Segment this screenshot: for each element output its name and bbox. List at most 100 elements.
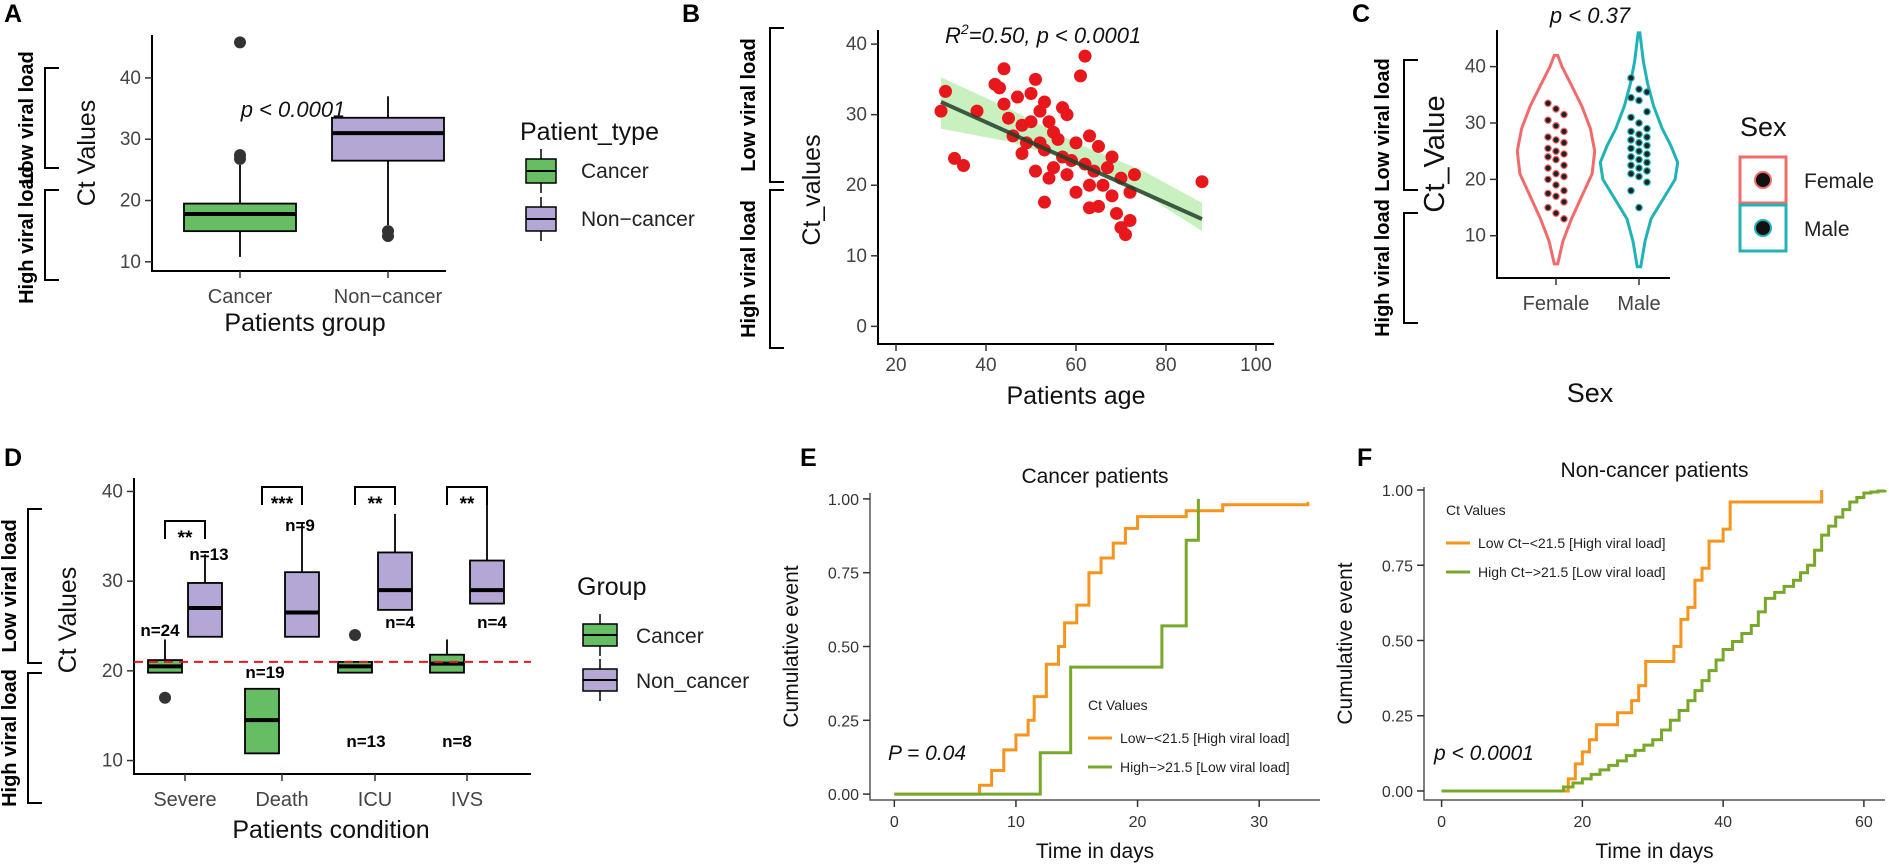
- panel-letter-c: C: [1352, 0, 1370, 28]
- panel-letter-e: E: [800, 444, 817, 472]
- violin-dot: [1635, 130, 1643, 139]
- low-viral-load-label: Low viral load: [16, 51, 38, 184]
- box-cancer: [147, 639, 183, 704]
- n-label-noncancer: n=13: [189, 545, 228, 564]
- box-cancer: [429, 639, 465, 674]
- x-tick-label: 0: [1437, 814, 1446, 831]
- violin-dot: [1643, 158, 1651, 167]
- y-tick-label: 0.50: [1382, 633, 1413, 650]
- low-viral-load-label: Low viral load: [738, 38, 760, 171]
- scatter-point: [1069, 136, 1083, 150]
- x-axis-title: Patients age: [1007, 382, 1146, 410]
- panel-letter-a: A: [4, 0, 22, 28]
- n-label-cancer: n=8: [442, 732, 472, 751]
- violin-dot: [1544, 116, 1552, 124]
- low-viral-load-bracket: [44, 67, 59, 169]
- panel-d: Low viral load High viral load 10 20 30 40 Sev…: [0, 478, 749, 844]
- outlier-point: [159, 691, 171, 704]
- p-value: p < 0.0001: [240, 97, 346, 122]
- high-viral-load-label: High viral load: [738, 200, 760, 338]
- scatter-point: [1024, 115, 1038, 129]
- violin-dot: [1544, 99, 1552, 108]
- scatter-point: [1083, 129, 1096, 143]
- violin-dot: [1643, 88, 1651, 96]
- scatter-point: [1074, 69, 1087, 83]
- low-viral-load-bracket: [1403, 59, 1418, 191]
- high-viral-load-bracket: [44, 189, 59, 281]
- box-iqr: [331, 116, 445, 162]
- scatter-point: [970, 104, 984, 118]
- category-label: IVS: [451, 789, 483, 811]
- violin-dot: [1552, 169, 1560, 178]
- axis-b: [877, 30, 1274, 345]
- violin-dot: [1552, 192, 1560, 201]
- legend-title: Patient_type: [520, 118, 659, 146]
- y-tick-label: 30: [102, 571, 123, 592]
- y-tick-label: 40: [102, 481, 123, 502]
- violin-dot: [1552, 105, 1560, 113]
- x-tick-label: 40: [975, 355, 996, 376]
- p-value: p < 0.0001: [1433, 742, 1534, 765]
- legend-dot: [1754, 171, 1772, 189]
- x-tick-label: 10: [1007, 814, 1025, 831]
- p-value: P = 0.04: [888, 742, 966, 765]
- violin-dot: [1560, 161, 1568, 170]
- scatter-point: [1092, 139, 1105, 153]
- y-tick-label: 40: [846, 34, 867, 55]
- violin-dot: [1552, 147, 1560, 155]
- scatter-point: [1083, 201, 1096, 215]
- legend-label: Cancer: [581, 160, 649, 183]
- outlier-point: [234, 36, 246, 49]
- violin-dot: [1552, 122, 1560, 130]
- violin-dot: [1560, 110, 1568, 119]
- r2-annotation: R2=0.50, p < 0.0001: [945, 21, 1141, 48]
- legend-title: Ct Values: [1088, 697, 1148, 713]
- y-tick-label: 10: [1465, 226, 1486, 247]
- y-tick-label: 20: [1465, 169, 1486, 190]
- legend-key: [1738, 155, 1788, 205]
- violin-dot: [1560, 215, 1568, 223]
- box-noncancer: [377, 513, 413, 611]
- y-tick-label: 0.75: [828, 566, 859, 583]
- n-label-cancer: n=19: [245, 663, 284, 682]
- scatter-point: [993, 81, 1006, 95]
- significance-bracket: [261, 486, 303, 505]
- outlier-point: [234, 149, 246, 162]
- box-cancer: [183, 36, 297, 257]
- violin-dot: [1635, 119, 1643, 127]
- scatter-point: [1042, 115, 1056, 129]
- violin-dot: [1544, 164, 1552, 172]
- scatter-point: [939, 84, 952, 98]
- scatter-point: [1105, 150, 1119, 164]
- km-curve-1: [894, 498, 1200, 796]
- y-tick-label: 20: [120, 191, 141, 212]
- violin-dot: [1552, 209, 1560, 217]
- violin-dot: [1635, 203, 1643, 212]
- significance-stars: **: [460, 494, 475, 515]
- p-value: p < 0.37: [1549, 3, 1631, 28]
- category-label: Death: [255, 789, 308, 811]
- r2-rest: =0.50, p < 0.0001: [969, 23, 1142, 48]
- scatter-point: [1029, 164, 1042, 178]
- violin-dot: [1544, 153, 1552, 161]
- significance-stars: ***: [271, 494, 294, 515]
- scatter-point: [1096, 178, 1110, 192]
- scatter-point: [1110, 206, 1123, 220]
- x-tick-label: 100: [1240, 355, 1272, 376]
- n-label-cancer: n=13: [346, 732, 385, 751]
- y-tick-label: 0.75: [1382, 558, 1413, 575]
- box-iqr: [469, 559, 505, 605]
- violin-dot: [1635, 85, 1643, 93]
- scatter-point: [1029, 72, 1042, 86]
- low-viral-load-bracket: [27, 508, 42, 664]
- scatter-point: [1119, 228, 1132, 242]
- low-viral-load-label: Low viral load: [0, 519, 21, 652]
- panel-letter-b: B: [682, 0, 700, 28]
- x-axis-title: Patients condition: [232, 816, 429, 844]
- y-tick-label: 20: [846, 175, 867, 196]
- violin-dot: [1627, 136, 1635, 144]
- y-tick-label: 0.25: [828, 713, 859, 730]
- legend-key: [1738, 203, 1788, 253]
- significance-bracket: [164, 520, 206, 539]
- y-tick-label: 0.00: [1382, 784, 1413, 801]
